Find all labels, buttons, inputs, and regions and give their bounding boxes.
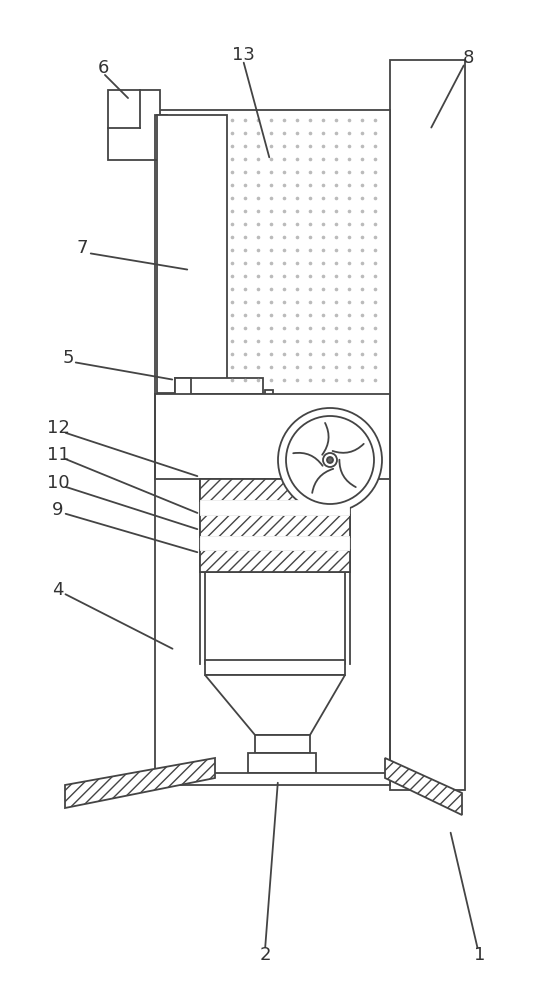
Circle shape [278, 408, 382, 512]
Text: 12: 12 [46, 419, 69, 437]
Bar [201, 501, 349, 515]
Text: 9: 9 [52, 501, 64, 519]
Text: 11: 11 [46, 446, 69, 464]
Text: 6: 6 [98, 59, 109, 77]
Bar [205, 660, 345, 675]
Bar [201, 537, 349, 550]
Bar [175, 378, 263, 394]
Bar [157, 115, 227, 393]
Bar [155, 115, 167, 160]
Text: 1: 1 [474, 946, 486, 964]
Bar [265, 390, 273, 406]
Text: 7: 7 [76, 239, 88, 257]
Polygon shape [385, 758, 462, 815]
Circle shape [323, 453, 337, 467]
Text: 2: 2 [259, 946, 271, 964]
Text: 13: 13 [231, 46, 254, 64]
Bar [200, 479, 350, 501]
Bar [108, 90, 160, 160]
Bar [155, 773, 390, 785]
FancyArrowPatch shape [293, 453, 322, 466]
Text: 10: 10 [47, 474, 69, 492]
Text: 8: 8 [462, 49, 474, 67]
Bar [200, 515, 350, 537]
FancyArrowPatch shape [333, 444, 364, 453]
Polygon shape [205, 675, 345, 735]
FancyArrowPatch shape [312, 469, 333, 493]
Bar [390, 60, 465, 790]
Bar [175, 378, 191, 406]
FancyArrowPatch shape [322, 423, 329, 455]
Text: 4: 4 [52, 581, 64, 599]
Polygon shape [65, 758, 215, 808]
Bar [155, 110, 390, 395]
Circle shape [286, 416, 374, 504]
Bar [200, 550, 350, 572]
Bar [255, 735, 310, 753]
Circle shape [327, 457, 333, 463]
Bar [205, 479, 345, 664]
Bar [155, 394, 390, 479]
Text: 5: 5 [62, 349, 74, 367]
FancyArrowPatch shape [340, 460, 356, 487]
Bar [248, 753, 316, 773]
